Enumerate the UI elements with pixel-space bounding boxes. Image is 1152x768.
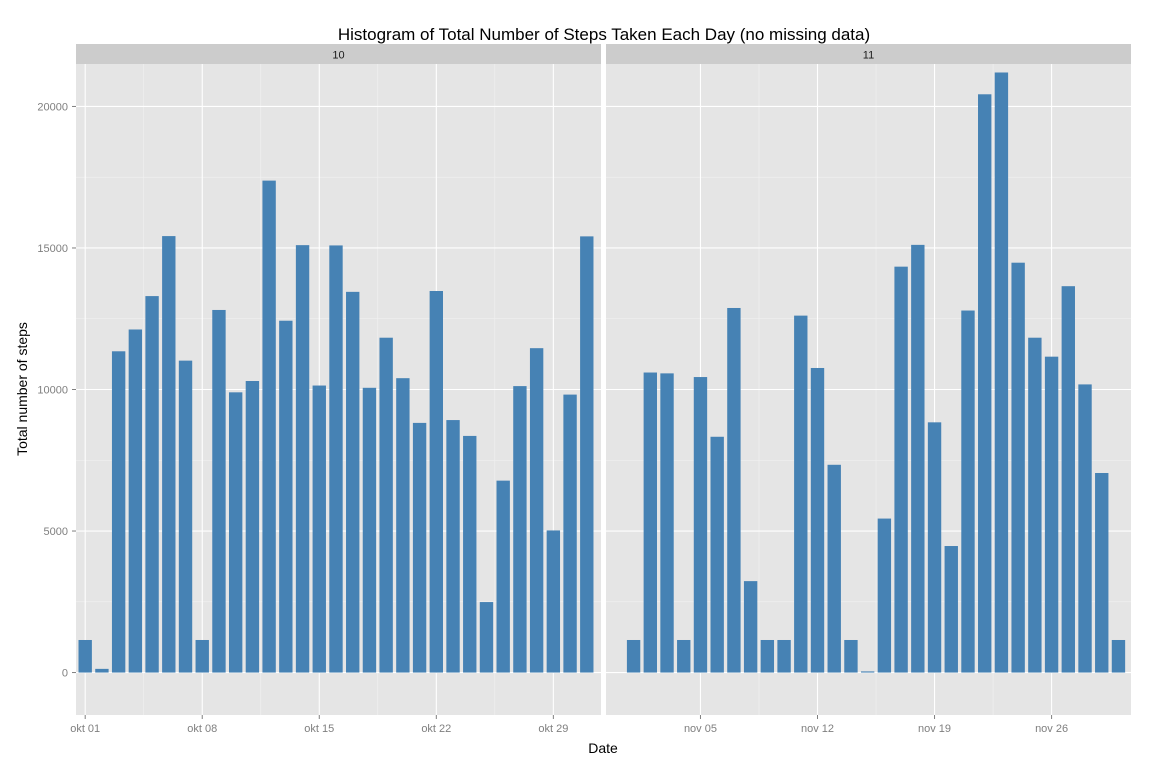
bar	[1078, 384, 1092, 673]
bar	[994, 72, 1009, 673]
bar	[1011, 262, 1025, 673]
x-tick-label: okt 15	[304, 723, 334, 735]
y-axis-title: Total number of steps	[14, 322, 30, 456]
bar	[145, 296, 159, 673]
bar	[496, 480, 510, 673]
bar	[362, 387, 377, 673]
bar	[693, 377, 708, 673]
bar	[660, 373, 674, 673]
bar	[245, 381, 260, 673]
bar	[212, 309, 226, 673]
bar	[911, 244, 925, 673]
bar	[396, 378, 410, 673]
y-tick-label: 15000	[37, 243, 68, 255]
bar	[111, 351, 126, 673]
bar	[195, 639, 209, 673]
x-tick-label: nov 12	[801, 723, 834, 735]
bar	[961, 310, 975, 673]
x-tick-label: okt 29	[538, 723, 568, 735]
bar	[95, 668, 109, 673]
panel-strip-label: 11	[863, 50, 874, 62]
bar	[894, 266, 908, 673]
bar	[727, 307, 741, 673]
x-axis-title: Date	[588, 740, 618, 756]
panel-strip-label: 10	[332, 50, 344, 62]
bar	[128, 329, 143, 673]
bar	[479, 602, 494, 673]
bar	[944, 546, 958, 673]
bar	[412, 422, 427, 673]
x-axis: okt 01 okt 08 okt 15 okt 22 okt 29 nov 05 nov …	[70, 715, 1068, 735]
bar	[178, 360, 193, 673]
bar	[860, 671, 875, 673]
bar	[626, 639, 641, 673]
y-tick-label: 20000	[37, 101, 68, 113]
panel-strip-background	[606, 44, 1131, 64]
x-tick-label: nov 19	[918, 723, 951, 735]
bar	[546, 530, 561, 673]
bar	[1061, 286, 1075, 673]
y-tick-label: 0	[62, 668, 68, 680]
x-tick-label: okt 01	[70, 723, 100, 735]
bar	[580, 236, 594, 673]
bar	[463, 435, 477, 673]
bar	[1028, 337, 1042, 673]
bar	[810, 367, 825, 673]
bar	[978, 94, 992, 673]
chart-title: Histogram of Total Number of Steps Taken…	[338, 25, 870, 44]
bar	[228, 392, 243, 673]
bar	[643, 372, 657, 673]
bar	[794, 315, 808, 673]
bar	[379, 337, 393, 673]
bar	[329, 245, 343, 673]
bar	[877, 518, 892, 673]
bar	[312, 385, 326, 673]
bar	[827, 464, 841, 673]
panel-strip-background	[76, 44, 601, 64]
bar	[429, 291, 443, 673]
bar	[1044, 356, 1059, 673]
bar	[777, 639, 791, 673]
bar	[295, 245, 310, 673]
panel-bars	[626, 72, 1126, 673]
bar	[162, 236, 176, 673]
bar	[563, 394, 577, 673]
bar	[513, 386, 527, 673]
bar	[1095, 472, 1109, 673]
bar	[710, 436, 724, 673]
bar	[844, 639, 858, 673]
bar	[262, 180, 276, 673]
y-axis: 0 5000 10000 15000 20000	[37, 101, 76, 680]
panel-bars	[78, 180, 594, 673]
bar	[760, 639, 775, 673]
bar	[677, 639, 691, 673]
y-tick-label: 10000	[37, 385, 68, 397]
bar	[743, 581, 758, 673]
x-tick-label: nov 05	[684, 723, 717, 735]
bar	[346, 291, 360, 673]
bar	[78, 639, 92, 673]
y-tick-label: 5000	[44, 526, 68, 538]
x-tick-label: okt 08	[187, 723, 217, 735]
x-tick-label: okt 22	[421, 723, 451, 735]
bar	[927, 422, 942, 673]
bar	[1111, 639, 1126, 673]
bar	[279, 320, 293, 673]
bar	[446, 420, 460, 673]
x-tick-label: nov 26	[1035, 723, 1068, 735]
bar	[529, 348, 544, 673]
